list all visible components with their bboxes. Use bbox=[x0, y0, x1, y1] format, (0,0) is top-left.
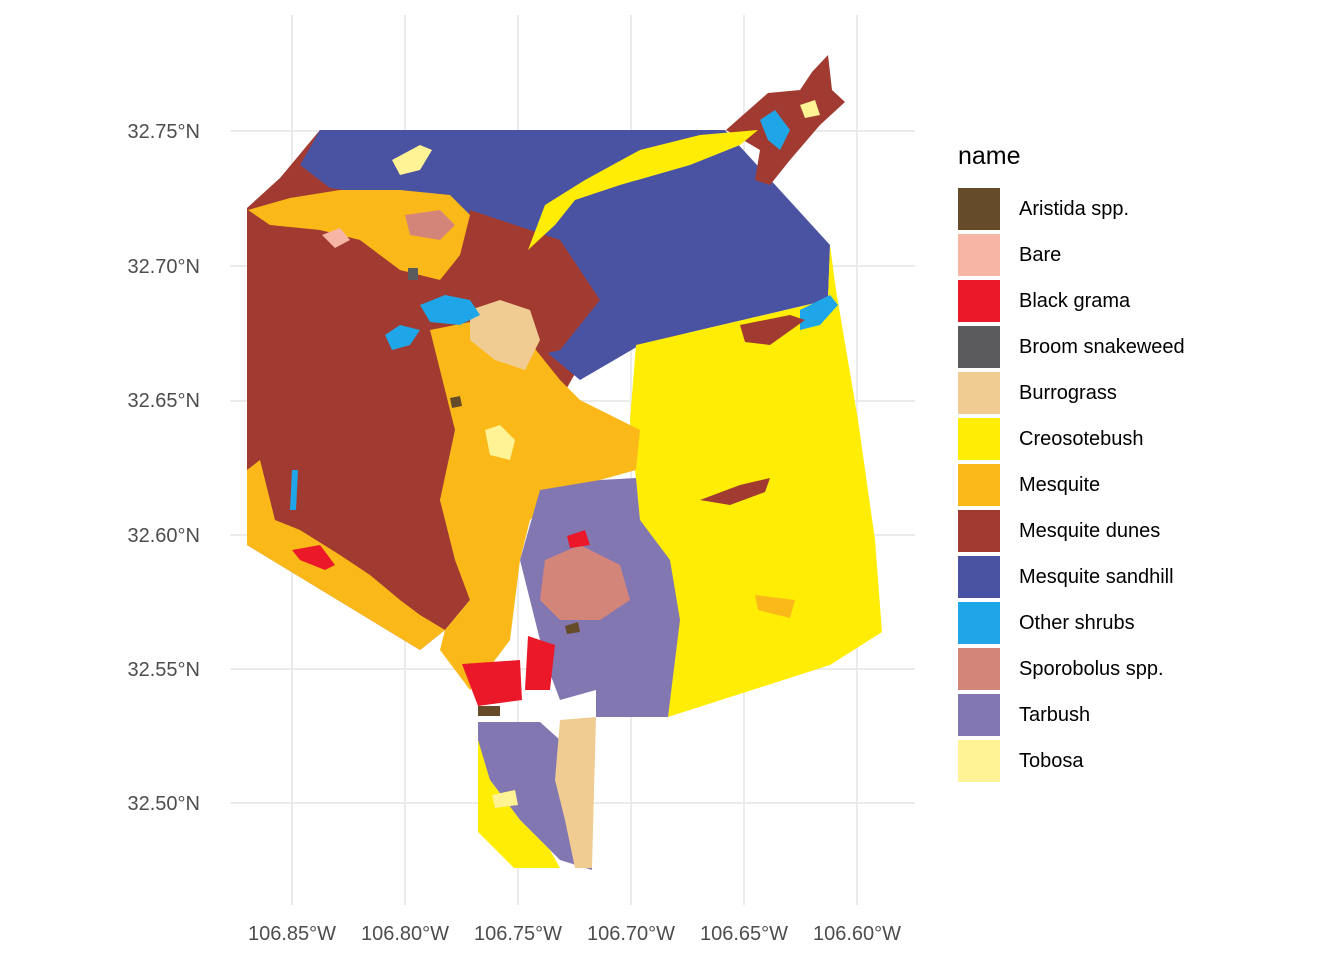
axis-labels: 106.85°W 106.80°W 106.75°W 106.70°W 106.… bbox=[128, 121, 902, 945]
polygon-other-shrubs-b bbox=[385, 325, 420, 350]
legend-label: Burrograss bbox=[1019, 381, 1117, 404]
polygon-mesquite-central bbox=[430, 320, 640, 690]
legend-label: Broom snakeweed bbox=[1019, 335, 1185, 358]
legend-item: Sporobolus spp. bbox=[958, 646, 1185, 692]
polygon-tobosa-ne bbox=[800, 100, 820, 118]
y-tick-label: 32.55°N bbox=[128, 659, 201, 681]
vegetation-polygons bbox=[247, 55, 882, 870]
legend-item: Tarbush bbox=[958, 692, 1185, 738]
polygon-creosotebush-east bbox=[630, 245, 882, 717]
polygon-mesquite-north bbox=[248, 190, 470, 280]
polygon-burrograss-south bbox=[555, 717, 596, 868]
legend-label: Mesquite sandhill bbox=[1019, 565, 1174, 588]
polygon-mesquite-dunes-ne bbox=[726, 55, 845, 185]
polygon-black-grama-south bbox=[462, 660, 522, 706]
polygon-black-grama-east bbox=[567, 530, 590, 548]
legend-items: Aristida spp. Bare Black grama Broom snakew… bbox=[958, 186, 1185, 784]
y-tick-label: 32.60°N bbox=[128, 525, 201, 547]
legend-swatch bbox=[958, 510, 1000, 552]
x-tick-label: 106.75°W bbox=[474, 923, 562, 945]
legend-item: Mesquite sandhill bbox=[958, 554, 1185, 600]
x-tick-label: 106.85°W bbox=[248, 923, 336, 945]
legend-swatch bbox=[958, 188, 1000, 230]
legend-label: Creosotebush bbox=[1019, 427, 1144, 450]
polygon-creosotebush-band bbox=[528, 130, 758, 250]
x-tick-label: 106.65°W bbox=[700, 923, 788, 945]
legend-label: Bare bbox=[1019, 243, 1062, 266]
legend-swatch bbox=[958, 694, 1000, 736]
polygon-other-shrubs-c bbox=[800, 295, 838, 330]
polygon-sporobolus bbox=[540, 545, 630, 620]
legend-item: Other shrubs bbox=[958, 600, 1185, 646]
polygon-other-shrubs-d bbox=[760, 110, 790, 150]
legend-item: Black grama bbox=[958, 278, 1185, 324]
polygon-black-grama-west bbox=[292, 545, 335, 570]
polygon-sporobolus-north bbox=[405, 210, 455, 240]
legend-label: Sporobolus spp. bbox=[1019, 657, 1164, 680]
polygon-bare bbox=[322, 228, 350, 248]
polygon-mesquite-patch-east bbox=[755, 595, 795, 618]
legend-label: Other shrubs bbox=[1019, 611, 1135, 634]
polygon-aristida-b bbox=[565, 622, 580, 634]
polygon-tobosa-north bbox=[392, 145, 432, 175]
x-tick-label: 106.60°W bbox=[813, 923, 901, 945]
legend-swatch bbox=[958, 418, 1000, 460]
x-tick-label: 106.70°W bbox=[587, 923, 675, 945]
legend-swatch bbox=[958, 326, 1000, 368]
y-tick-label: 32.75°N bbox=[128, 121, 201, 143]
polygon-broom-snakeweed bbox=[408, 268, 418, 280]
legend-label: Black grama bbox=[1019, 289, 1131, 312]
legend-item: Bare bbox=[958, 232, 1185, 278]
legend-item: Broom snakeweed bbox=[958, 324, 1185, 370]
polygon-creosotebush-south bbox=[478, 740, 560, 868]
map-legend: name Aristida spp. Bare Black grama Broom s… bbox=[958, 140, 1185, 784]
y-tick-label: 32.65°N bbox=[128, 390, 201, 412]
polygon-aristida-a bbox=[478, 706, 500, 716]
legend-item: Mesquite dunes bbox=[958, 508, 1185, 554]
polygon-other-shrubs-e bbox=[290, 470, 298, 510]
polygon-black-grama-mid bbox=[525, 636, 555, 690]
y-tick-label: 32.50°N bbox=[128, 793, 201, 815]
legend-label: Aristida spp. bbox=[1019, 197, 1130, 220]
legend-label: Mesquite dunes bbox=[1019, 519, 1161, 542]
legend-item: Mesquite bbox=[958, 462, 1185, 508]
legend-swatch bbox=[958, 648, 1000, 690]
legend-swatch bbox=[958, 556, 1000, 598]
polygon-aristida-c bbox=[450, 396, 462, 408]
legend-swatch bbox=[958, 602, 1000, 644]
legend-swatch bbox=[958, 234, 1000, 276]
polygon-mesquite-dunes-patch-a bbox=[700, 478, 770, 505]
legend-swatch bbox=[958, 372, 1000, 414]
legend-title: name bbox=[958, 142, 1021, 170]
polygon-tobosa-south bbox=[492, 790, 518, 808]
legend-item: Creosotebush bbox=[958, 416, 1185, 462]
x-tick-label: 106.80°W bbox=[361, 923, 449, 945]
y-tick-label: 32.70°N bbox=[128, 256, 201, 278]
polygon-burrograss-central bbox=[470, 300, 540, 370]
legend-label: Tobosa bbox=[1019, 749, 1084, 772]
polygon-tobosa-central bbox=[485, 425, 515, 460]
legend-swatch bbox=[958, 280, 1000, 322]
polygon-mesquite-west bbox=[247, 460, 445, 650]
legend-item: Aristida spp. bbox=[958, 186, 1185, 232]
legend-item: Tobosa bbox=[958, 738, 1185, 784]
polygon-other-shrubs-a bbox=[420, 295, 480, 325]
legend-label: Mesquite bbox=[1019, 473, 1101, 496]
polygon-mesquite-dunes-patch-b bbox=[740, 315, 805, 345]
legend-swatch bbox=[958, 464, 1000, 506]
legend-label: Tarbush bbox=[1019, 703, 1091, 726]
legend-item: Burrograss bbox=[958, 370, 1185, 416]
legend-swatch bbox=[958, 740, 1000, 782]
